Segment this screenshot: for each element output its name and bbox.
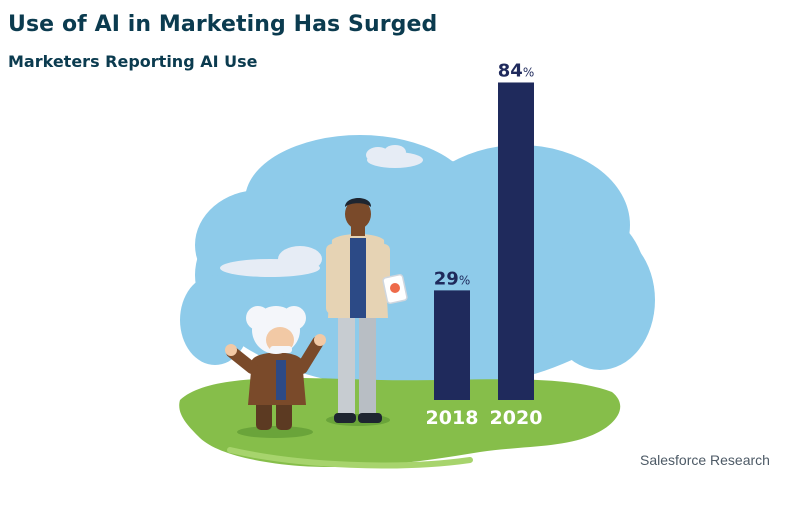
category-label-2018: 2018: [426, 407, 479, 429]
einstein-mascot-illustration: [225, 306, 326, 438]
bar-2020: [498, 82, 534, 400]
value-label-2020: 84%: [498, 60, 534, 81]
source-credit: Salesforce Research: [640, 452, 770, 468]
grass-field: [179, 378, 621, 469]
category-label-2020: 2020: [490, 407, 543, 429]
chart-subtitle: Marketers Reporting AI Use: [8, 52, 258, 71]
small-white-cloud: [220, 145, 423, 277]
value-label-2018: 29%: [434, 268, 470, 289]
man-with-tablet-illustration: [326, 198, 408, 426]
bars-layer: 29% 2018 84% 2020: [426, 60, 543, 429]
chart-title: Use of AI in Marketing Has Surged: [8, 12, 438, 37]
bar-2018: [434, 290, 470, 400]
